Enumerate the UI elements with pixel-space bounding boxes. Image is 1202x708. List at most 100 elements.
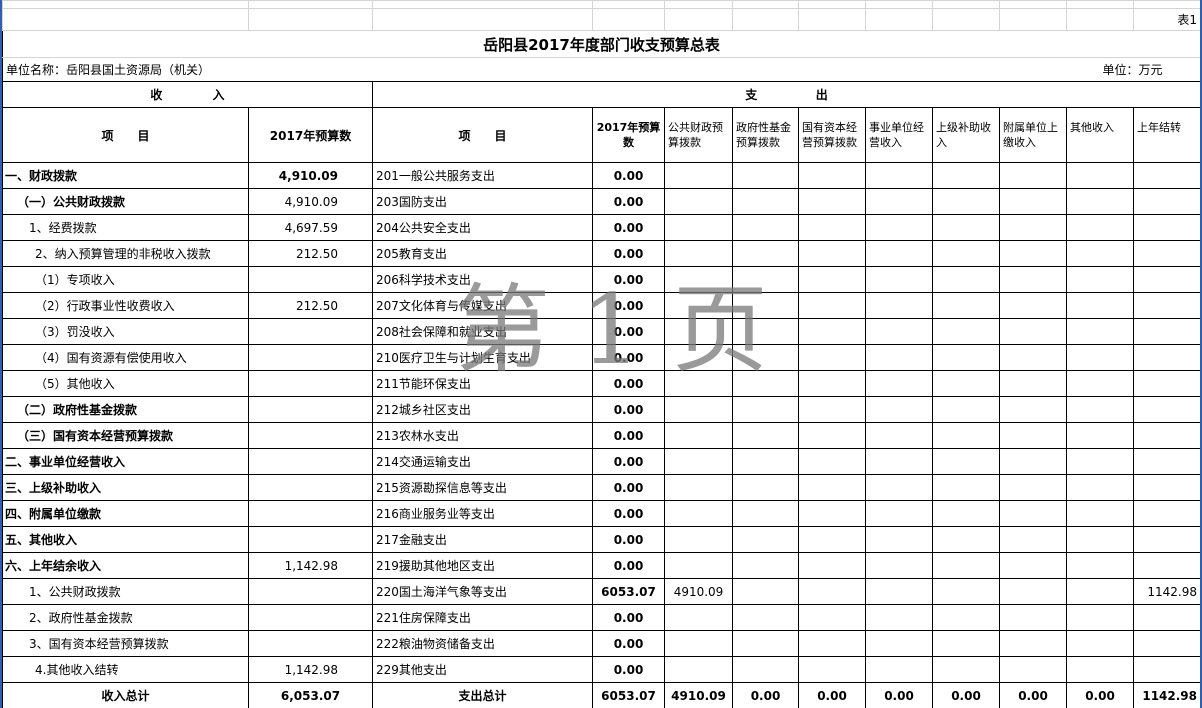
empty-cell (798, 448, 866, 475)
empty-cell (932, 474, 1000, 501)
income-header: 收 入 (2, 81, 373, 108)
empty-cell (1133, 344, 1200, 371)
total-breakdown: 0.00 (732, 682, 799, 708)
empty-cell (999, 578, 1067, 605)
income-amount: 1,142.98 (248, 656, 373, 683)
empty-cell (664, 474, 733, 501)
empty-cell (1066, 8, 1134, 31)
expense-total: 0.00 (592, 422, 665, 449)
empty-cell (732, 500, 799, 527)
empty-cell (248, 604, 373, 631)
empty-cell (1066, 656, 1134, 683)
empty-cell (664, 604, 733, 631)
expense-item: 211节能环保支出 (372, 370, 593, 397)
income-amount: 212.50 (248, 240, 373, 267)
empty-cell (664, 0, 733, 9)
empty-cell (732, 8, 799, 31)
empty-cell (248, 344, 373, 371)
total-breakdown: 0.00 (865, 682, 933, 708)
expense-total: 0.00 (592, 500, 665, 527)
expense-total: 0.00 (592, 162, 665, 189)
expense-item: 207文化体育与传媒支出 (372, 292, 593, 319)
empty-cell (248, 266, 373, 293)
income-item: （3）罚没收入 (2, 318, 249, 345)
empty-cell (932, 604, 1000, 631)
empty-cell (865, 344, 933, 371)
empty-cell (1066, 422, 1134, 449)
empty-cell (732, 526, 799, 553)
empty-cell (932, 240, 1000, 267)
empty-cell (664, 500, 733, 527)
sheet-label: 表1 (1133, 8, 1200, 31)
column-header: 2017年预算数 (248, 107, 373, 163)
expense-total: 0.00 (592, 448, 665, 475)
empty-cell (865, 292, 933, 319)
empty-cell (248, 396, 373, 423)
table-row: （2）行政事业性收费收入 212.50 207文化体育与传媒支出 0.00 (2, 292, 1200, 319)
empty-cell (999, 162, 1067, 189)
expense-item: 216商业服务业等支出 (372, 500, 593, 527)
empty-cell (248, 630, 373, 657)
empty-cell (664, 8, 733, 31)
table-row: 三、上级补助收入 215资源勘探信息等支出 0.00 (2, 474, 1200, 501)
empty-cell (732, 318, 799, 345)
expense-total: 0.00 (592, 266, 665, 293)
expense-item: 219援助其他地区支出 (372, 552, 593, 579)
empty-cell (732, 292, 799, 319)
empty-cell (932, 448, 1000, 475)
empty-cell (1066, 578, 1134, 605)
empty-cell (732, 630, 799, 657)
empty-cell (865, 396, 933, 423)
income-item: （1）专项收入 (2, 266, 249, 293)
empty-cell (248, 318, 373, 345)
empty-cell (1066, 344, 1134, 371)
empty-cell (732, 344, 799, 371)
empty-cell (932, 162, 1000, 189)
empty-cell (732, 552, 799, 579)
empty-cell (372, 8, 593, 31)
empty-cell (592, 0, 665, 9)
empty-cell (732, 370, 799, 397)
empty-cell (1066, 240, 1134, 267)
empty-cell (999, 214, 1067, 241)
empty-cell (248, 0, 373, 9)
expense-total: 0.00 (592, 526, 665, 553)
empty-cell (798, 162, 866, 189)
income-amount: 1,142.98 (248, 552, 373, 579)
empty-cell (798, 630, 866, 657)
empty-cell (932, 214, 1000, 241)
empty-cell (1066, 370, 1134, 397)
empty-cell (798, 552, 866, 579)
empty-cell (732, 396, 799, 423)
empty-cell (1133, 630, 1200, 657)
empty-cell (865, 448, 933, 475)
empty-cell (1133, 422, 1200, 449)
column-header: 2017年预算数 (592, 107, 665, 163)
table-row: 1、经费拨款 4,697.59 204公共安全支出 0.00 (2, 214, 1200, 241)
empty-cell (1066, 604, 1134, 631)
empty-cell (248, 526, 373, 553)
empty-cell (932, 422, 1000, 449)
expense-header: 支 出 (372, 81, 1200, 108)
empty-cell (999, 604, 1067, 631)
empty-cell (1066, 318, 1134, 345)
income-item: 五、其他收入 (2, 526, 249, 553)
income-item: 2、政府性基金拨款 (2, 604, 249, 631)
empty-cell (1133, 500, 1200, 527)
income-item: （4）国有资源有偿使用收入 (2, 344, 249, 371)
empty-cell (999, 188, 1067, 215)
income-item: 4.其他收入结转 (2, 656, 249, 683)
empty-cell (248, 500, 373, 527)
empty-cell (732, 656, 799, 683)
empty-cell (999, 292, 1067, 319)
empty-cell (732, 214, 799, 241)
empty-cell (664, 396, 733, 423)
empty-cell (932, 396, 1000, 423)
empty-cell (664, 162, 733, 189)
table-row: （5）其他收入 211节能环保支出 0.00 (2, 370, 1200, 397)
empty-cell (999, 630, 1067, 657)
total-breakdown: 0.00 (798, 682, 866, 708)
empty-cell (1133, 318, 1200, 345)
empty-cell (664, 344, 733, 371)
